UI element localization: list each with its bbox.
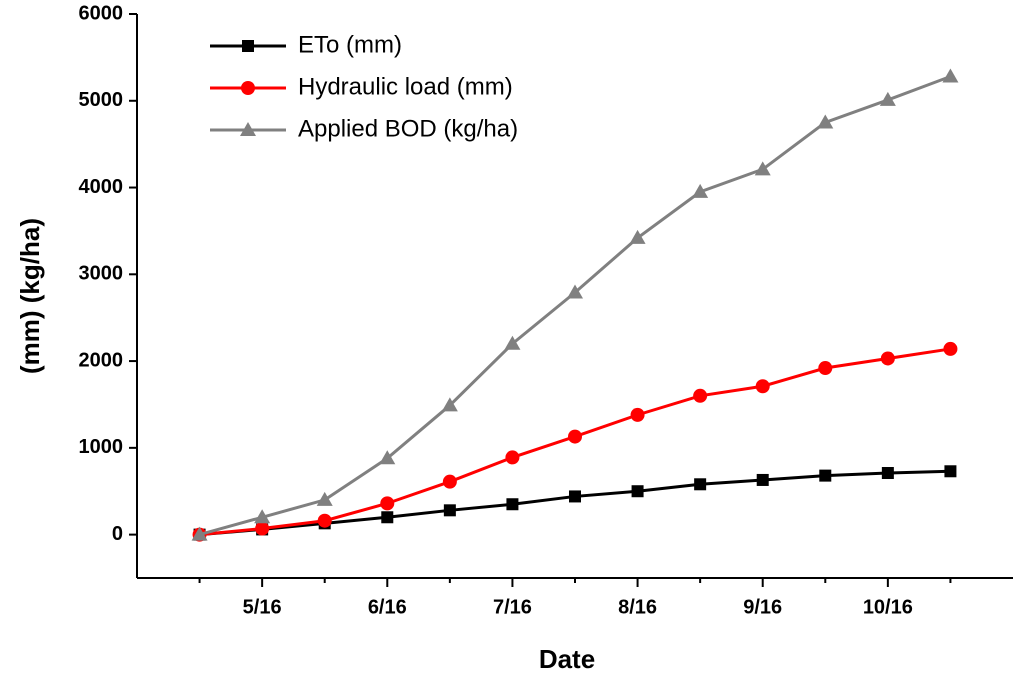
point <box>443 504 456 517</box>
point <box>506 498 519 511</box>
point <box>191 526 208 541</box>
x-tick-label: 7/16 <box>493 596 532 618</box>
point <box>756 473 769 486</box>
legend-label: ETo (mm) <box>298 31 402 58</box>
point <box>505 450 520 465</box>
point <box>379 450 396 465</box>
point <box>817 114 834 129</box>
point <box>944 465 957 478</box>
y-tick-label: 1000 <box>79 436 124 458</box>
point <box>819 469 832 482</box>
point <box>380 496 395 511</box>
point <box>441 397 458 412</box>
point <box>755 379 770 394</box>
point <box>629 229 646 244</box>
y-tick-label: 5000 <box>79 89 124 111</box>
x-tick-label: 9/16 <box>743 596 782 618</box>
x-axis-label: Date <box>539 644 595 674</box>
point <box>943 341 958 356</box>
x-tick-label: 6/16 <box>368 596 407 618</box>
point <box>942 68 959 83</box>
point <box>880 351 895 366</box>
point <box>442 474 457 489</box>
y-tick-label: 3000 <box>79 263 124 285</box>
legend-label: Applied BOD (kg/ha) <box>298 115 518 142</box>
y-tick-label: 2000 <box>79 349 124 371</box>
point <box>692 183 709 198</box>
legend-marker <box>241 81 255 95</box>
point <box>569 490 581 503</box>
x-tick-label: 8/16 <box>618 596 657 618</box>
point <box>754 161 771 176</box>
point <box>317 513 332 528</box>
point <box>818 361 833 376</box>
legend-label: Hydraulic load (mm) <box>298 73 513 100</box>
x-tick-label: 5/16 <box>243 596 282 618</box>
point <box>879 91 896 106</box>
y-tick-label: 4000 <box>79 176 124 198</box>
y-tick-label: 6000 <box>79 2 124 24</box>
y-axis-label: (mm) (kg/ha) <box>15 218 45 374</box>
point <box>381 511 394 524</box>
x-tick-label: 10/16 <box>863 596 913 618</box>
point <box>694 478 707 491</box>
point <box>568 429 582 444</box>
point <box>630 407 645 422</box>
legend-marker <box>242 40 254 52</box>
point <box>255 521 270 536</box>
point <box>254 509 271 524</box>
y-tick-label: 0 <box>112 523 123 545</box>
point <box>316 491 333 506</box>
point <box>881 467 894 480</box>
point <box>693 388 708 403</box>
point <box>567 284 583 299</box>
point <box>504 335 521 350</box>
point <box>631 485 644 498</box>
series-line <box>199 75 951 537</box>
legend-marker <box>240 122 256 136</box>
